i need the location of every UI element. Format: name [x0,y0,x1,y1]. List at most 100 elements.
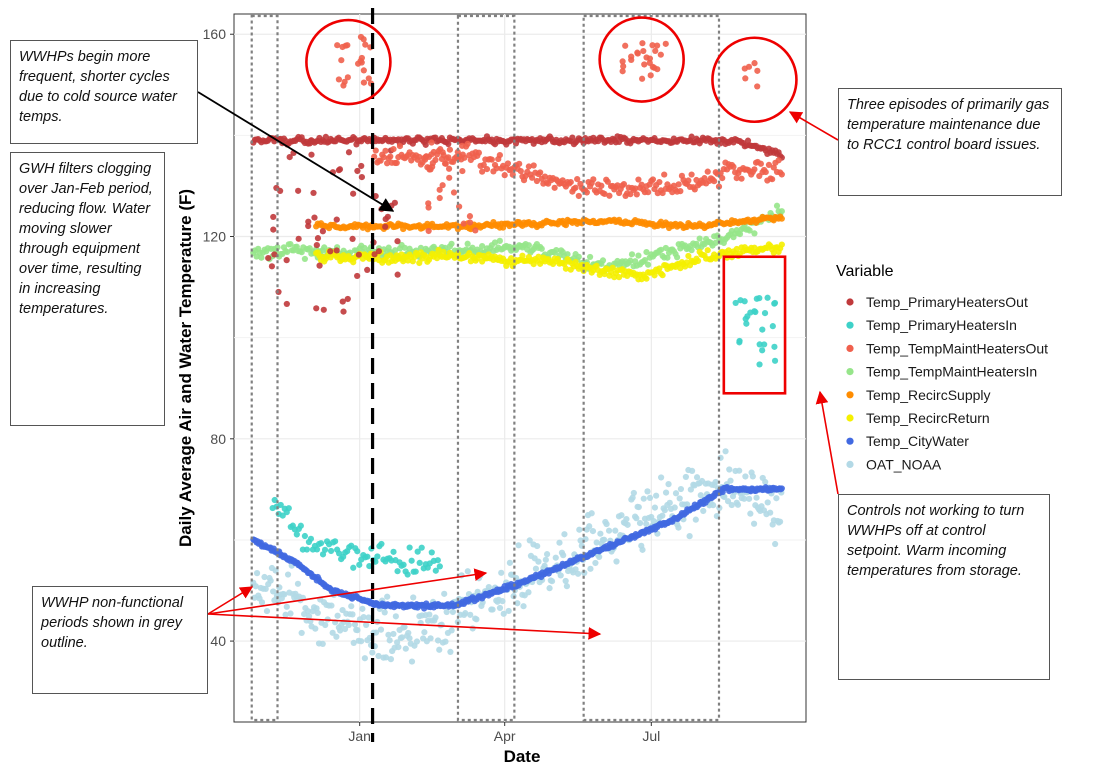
data-point [724,498,732,505]
data-point [742,473,749,480]
data-point [530,162,537,169]
data-point [543,551,551,558]
data-point [762,168,769,176]
data-point [733,245,740,253]
data-point [712,478,719,486]
data-point [526,537,533,544]
data-point [677,188,684,195]
data-point [377,626,385,633]
data-point [662,40,669,47]
data-point [746,227,753,234]
data-point [712,239,719,246]
data-point [664,254,671,261]
data-point [688,133,695,140]
legend-entry: Temp_TempMaintHeatersOut [866,340,1048,356]
annotation-arrows [197,91,839,640]
data-point [603,520,610,528]
data-point [628,56,635,64]
data-point [387,656,395,663]
data-point [366,562,373,570]
data-points [250,33,785,665]
data-point [770,249,777,256]
annotation-wwhp-cycles: WWHPs begin more frequent, shorter cycle… [10,40,198,144]
data-point [282,611,289,618]
y-tick-label: 80 [210,431,226,447]
data-point [577,537,584,544]
data-point [701,175,708,182]
data-point [574,175,581,183]
data-point [560,552,567,559]
data-point [770,164,777,171]
data-point [753,494,760,501]
data-point [646,494,654,501]
data-point [778,241,785,248]
data-point [736,467,743,474]
data-point [615,274,623,281]
data-point [635,252,642,259]
data-point [258,254,265,261]
data-point [439,182,446,189]
highlight-box [722,255,787,395]
data-point [261,573,268,581]
data-point [321,244,328,251]
data-point [590,176,597,183]
data-point [445,140,452,148]
data-point [666,499,673,506]
legend: Variable Temp_PrimaryHeatersOut Temp_Prima… [836,263,1048,472]
data-point [301,532,308,540]
y-axis-label: Daily Average Air and Water Temperature … [176,189,195,547]
data-point [360,613,367,621]
data-point [428,549,435,556]
data-point [308,151,315,158]
data-point [719,174,726,182]
data-point [390,630,397,638]
data-point [532,565,540,572]
data-point [401,623,408,631]
legend-entry: OAT_NOAA [866,456,942,472]
data-point [696,235,703,242]
annotation-nonfunctional: WWHP non-functional periods shown in gre… [32,586,208,694]
data-point [298,249,305,256]
data-point [652,47,659,55]
data-point [576,526,583,533]
data-point [364,553,371,560]
data-point [469,625,476,632]
legend-entry: Temp_RecircReturn [866,410,990,426]
data-point [672,490,680,497]
data-point [312,625,319,632]
annotation-controls: Controls not working to turn WWHPs off a… [838,494,1050,680]
data-point [575,253,582,260]
data-point [688,467,696,474]
data-point [661,507,668,514]
data-point [319,640,326,647]
data-point [253,570,261,577]
data-point [317,540,325,547]
data-point [498,569,505,576]
data-point [765,161,773,168]
data-point [638,181,645,188]
data-point [274,244,281,251]
data-point [759,326,766,333]
data-point [479,168,486,175]
data-point [355,251,362,258]
data-point [688,247,695,254]
data-point [751,166,758,173]
data-point [659,189,666,197]
data-point [380,154,387,161]
data-point [574,570,582,577]
data-point [682,473,689,481]
data-point [383,160,391,167]
data-point [778,171,785,178]
data-point [295,235,302,242]
data-point [551,184,558,191]
data-point [360,79,368,86]
data-point [618,512,625,519]
data-point [686,533,693,540]
data-point [386,637,393,644]
data-point [364,266,371,273]
data-point [688,171,695,178]
data-point [684,501,691,508]
data-point [295,187,302,194]
data-point [635,504,642,511]
data-point [357,57,364,65]
